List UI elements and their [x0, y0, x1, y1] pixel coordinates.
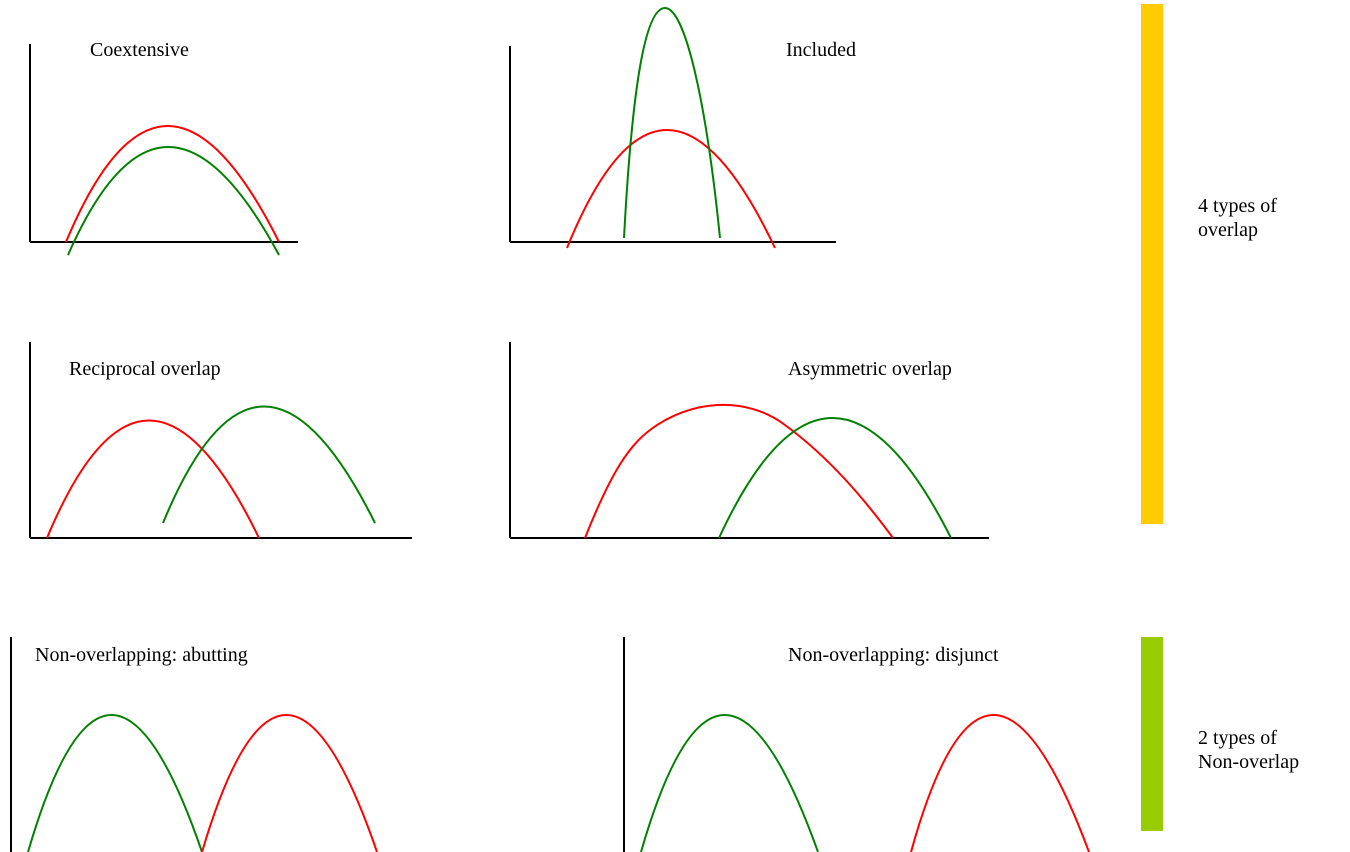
panel-included [509, 6, 836, 249]
non-overlap-group-bar [1141, 637, 1163, 831]
non-overlap-group-label: 2 types of Non-overlap [1198, 726, 1299, 774]
label-disjunct: Non-overlapping: disjunct [788, 644, 999, 666]
green-curve [162, 405, 376, 524]
red-curve [46, 419, 260, 539]
panel-abutting [10, 637, 378, 852]
label-asymmetric: Asymmetric overlap [788, 358, 952, 380]
label-included: Included [786, 39, 856, 61]
green-curve [623, 6, 721, 239]
non-overlap-group-label-line1: 2 types of [1198, 727, 1277, 749]
panel-reciprocal [29, 342, 412, 539]
green-curve [27, 714, 203, 852]
label-abutting: Non-overlapping: abutting [35, 644, 248, 666]
label-reciprocal: Reciprocal overlap [69, 358, 221, 380]
panel-coextensive [29, 44, 298, 256]
overlap-group-label-line1: 4 types of [1198, 195, 1277, 217]
green-curve [718, 417, 952, 539]
red-curve [584, 403, 894, 539]
red-curve [201, 714, 378, 852]
red-curve [910, 714, 1090, 852]
panel-disjunct [623, 637, 1090, 852]
panel-asymmetric [509, 342, 989, 539]
non-overlap-group-label-line2: Non-overlap [1198, 751, 1300, 773]
overlap-group-bar [1141, 4, 1163, 524]
overlap-group-label-line2: overlap [1198, 219, 1258, 241]
green-curve [67, 146, 280, 256]
red-curve [566, 129, 776, 249]
green-curve [640, 714, 819, 852]
red-curve [65, 125, 280, 243]
overlap-group-label: 4 types of overlap [1198, 194, 1277, 242]
label-coextensive: Coextensive [90, 39, 189, 61]
